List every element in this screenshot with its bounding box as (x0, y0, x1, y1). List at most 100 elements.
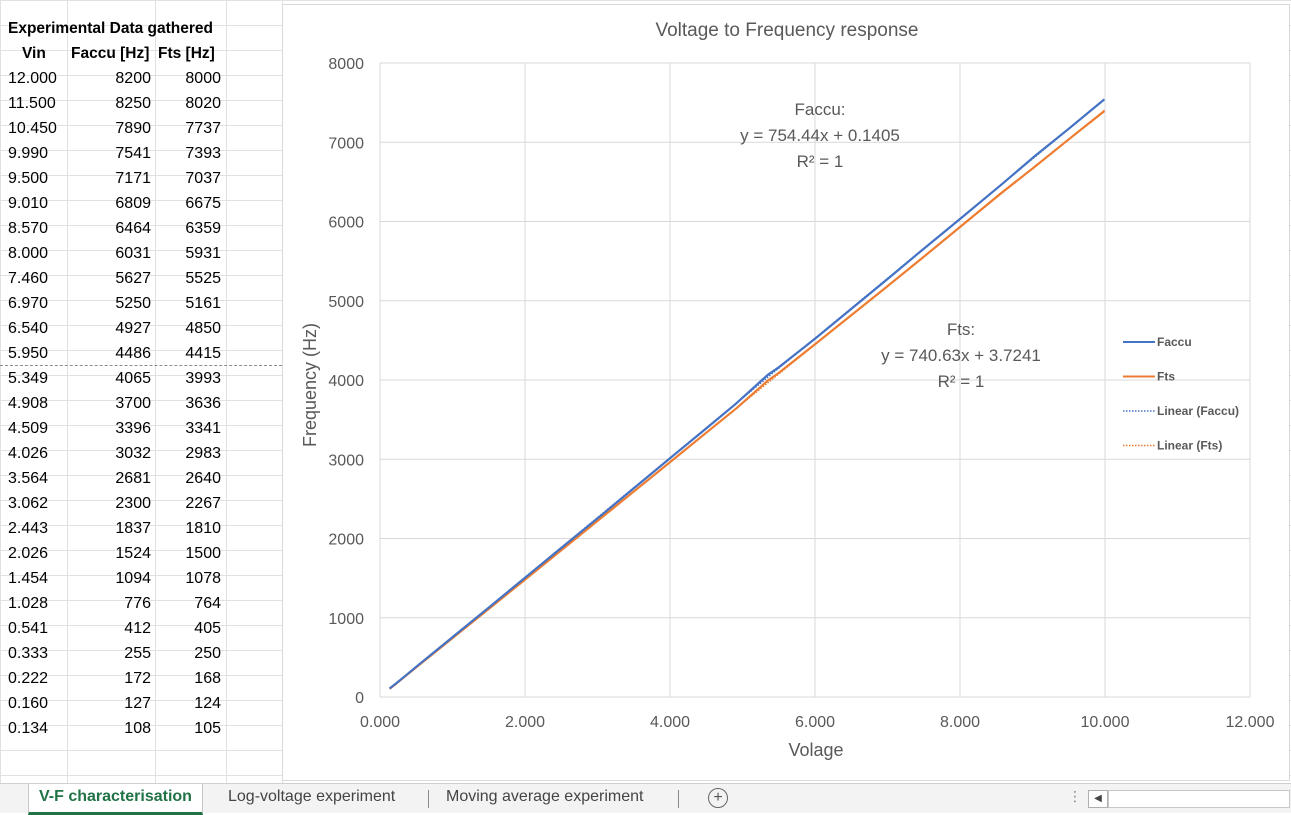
cell-vin[interactable]: 2.026 (8, 545, 49, 562)
cell-faccu[interactable]: 4065 (115, 370, 151, 387)
cell-faccu[interactable]: 5250 (115, 295, 151, 312)
cell-vin[interactable]: 7.460 (8, 270, 49, 287)
chart-area[interactable]: Voltage to Frequency response Volage Fre… (282, 4, 1290, 781)
cell-vin[interactable]: 4.908 (8, 395, 49, 412)
cell-fts[interactable]: 8020 (185, 95, 221, 112)
cell-fts[interactable]: 6359 (185, 220, 221, 237)
cell-faccu[interactable]: 776 (124, 595, 151, 612)
cell-faccu[interactable]: 4486 (115, 345, 151, 362)
cell-vin[interactable]: 2.443 (8, 520, 49, 537)
cell-vin[interactable]: 3.564 (8, 470, 49, 487)
table-title[interactable]: Experimental Data gathered (8, 20, 214, 37)
cell-fts[interactable]: 1500 (185, 545, 221, 562)
cell-fts[interactable]: 5161 (185, 295, 221, 312)
cell-faccu[interactable]: 108 (124, 720, 151, 737)
cell-faccu[interactable]: 2681 (115, 470, 151, 487)
cell-faccu[interactable]: 5627 (115, 270, 151, 287)
cell-faccu[interactable]: 7171 (115, 170, 151, 187)
cell-fts[interactable]: 105 (194, 720, 221, 737)
cell-fts[interactable]: 1810 (185, 520, 221, 537)
cell-faccu[interactable]: 3396 (115, 420, 151, 437)
cell-vin[interactable]: 1.454 (8, 570, 49, 587)
tab-moving-average-experiment[interactable]: Moving average experiment (446, 788, 644, 805)
cell-vin[interactable]: 1.028 (8, 595, 49, 612)
cell-faccu[interactable]: 1094 (115, 570, 151, 587)
cell-faccu[interactable]: 3032 (115, 445, 151, 462)
header-faccu[interactable]: Faccu [Hz] (71, 45, 150, 62)
cell-faccu[interactable]: 6809 (115, 195, 151, 212)
cell-fts[interactable]: 3993 (185, 370, 221, 387)
cell-fts[interactable]: 1078 (185, 570, 221, 587)
cell-vin[interactable]: 6.540 (8, 320, 49, 337)
cell-faccu[interactable]: 412 (124, 620, 151, 637)
y-axis-label[interactable]: Frequency (Hz) (300, 323, 320, 447)
cell-faccu[interactable]: 6464 (115, 220, 151, 237)
cell-fts[interactable]: 5525 (185, 270, 221, 287)
header-fts[interactable]: Fts [Hz] (158, 45, 215, 62)
cell-faccu[interactable]: 6031 (115, 245, 151, 262)
cell-faccu[interactable]: 7890 (115, 120, 151, 137)
cell-vin[interactable]: 10.450 (8, 120, 57, 137)
cell-vin[interactable]: 8.000 (8, 245, 49, 262)
cell-faccu[interactable]: 8200 (115, 70, 151, 87)
cell-fts[interactable]: 764 (194, 595, 221, 612)
cell-fts[interactable]: 168 (194, 670, 221, 687)
cell-faccu[interactable]: 127 (124, 695, 151, 712)
cell-fts[interactable]: 5931 (185, 245, 221, 262)
scroll-left-icon[interactable]: ◀ (1088, 790, 1108, 808)
chart-title[interactable]: Voltage to Frequency response (655, 20, 918, 41)
cell-vin[interactable]: 5.349 (8, 370, 49, 387)
x-axis-label[interactable]: Volage (788, 740, 843, 760)
cell-fts[interactable]: 3636 (185, 395, 221, 412)
cell-fts[interactable]: 124 (194, 695, 221, 712)
cell-faccu[interactable]: 7541 (115, 145, 151, 162)
cell-vin[interactable]: 0.222 (8, 670, 49, 687)
cell-vin[interactable]: 0.160 (8, 695, 49, 712)
cell-fts[interactable]: 405 (194, 620, 221, 637)
cell-vin[interactable]: 9.990 (8, 145, 49, 162)
cell-vin[interactable]: 4.026 (8, 445, 49, 462)
cell-fts[interactable]: 4850 (185, 320, 221, 337)
cell-fts[interactable]: 7737 (185, 120, 221, 137)
horizontal-scrollbar[interactable] (1108, 790, 1290, 808)
tab-log-voltage-experiment[interactable]: Log-voltage experiment (228, 788, 396, 805)
cell-faccu[interactable]: 4927 (115, 320, 151, 337)
cell-vin[interactable]: 11.500 (8, 95, 56, 112)
cell-vin[interactable]: 0.541 (8, 620, 49, 637)
cell-faccu[interactable]: 3700 (115, 395, 151, 412)
header-vin[interactable]: Vin (22, 45, 46, 62)
trendline-label-faccu[interactable]: Faccu: y = 754.44x + 0.1405 R² = 1 (740, 100, 900, 171)
series-line-faccu[interactable] (389, 98, 1106, 690)
cell-faccu[interactable]: 172 (124, 670, 151, 687)
cell-fts[interactable]: 4415 (185, 345, 221, 362)
cell-vin[interactable]: 0.134 (8, 720, 49, 737)
cell-vin[interactable]: 0.333 (8, 645, 49, 662)
cell-fts[interactable]: 2640 (185, 470, 221, 487)
cell-fts[interactable]: 3341 (185, 420, 221, 437)
trendline-label-fts[interactable]: Fts: y = 740.63x + 3.7241 R² = 1 (881, 320, 1041, 391)
cell-vin[interactable]: 8.570 (8, 220, 49, 237)
cell-fts[interactable]: 6675 (185, 195, 221, 212)
cell-vin[interactable]: 4.509 (8, 420, 49, 437)
cell-faccu[interactable]: 1837 (115, 520, 151, 537)
add-sheet-icon[interactable]: + (708, 788, 728, 808)
cell-faccu[interactable]: 8250 (115, 95, 151, 112)
cell-vin[interactable]: 12.000 (8, 70, 57, 87)
tab-vf-characterisation[interactable]: V-F characterisation (28, 784, 203, 815)
cell-faccu[interactable]: 255 (124, 645, 151, 662)
cell-fts[interactable]: 7393 (185, 145, 221, 162)
cell-fts[interactable]: 8000 (185, 70, 221, 87)
cell-vin[interactable]: 3.062 (8, 495, 49, 512)
cell-faccu[interactable]: 2300 (115, 495, 151, 512)
cell-fts[interactable]: 250 (194, 645, 221, 662)
chart-legend[interactable]: Faccu Fts Linear (Faccu) Linear (Fts) (1123, 335, 1239, 453)
cell-vin[interactable]: 6.970 (8, 295, 49, 312)
cell-fts[interactable]: 7037 (185, 170, 221, 187)
cell-vin[interactable]: 5.950 (8, 345, 49, 362)
cell-fts[interactable]: 2983 (185, 445, 221, 462)
cell-faccu[interactable]: 1524 (115, 545, 151, 562)
cell-vin[interactable]: 9.010 (8, 195, 49, 212)
cell-vin[interactable]: 9.500 (8, 170, 49, 187)
tab-splitter-icon[interactable]: ⋮ (1068, 788, 1083, 804)
cell-fts[interactable]: 2267 (185, 495, 221, 512)
